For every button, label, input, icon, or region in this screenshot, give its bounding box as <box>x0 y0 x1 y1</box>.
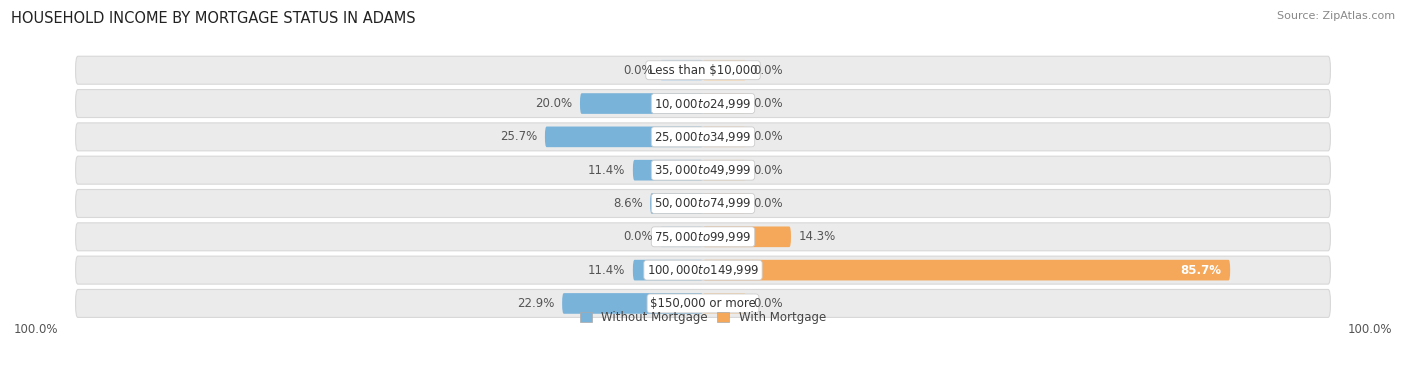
FancyBboxPatch shape <box>703 60 747 81</box>
Text: 22.9%: 22.9% <box>517 297 555 310</box>
Text: $25,000 to $34,999: $25,000 to $34,999 <box>654 130 752 144</box>
FancyBboxPatch shape <box>76 56 1330 84</box>
Text: Less than $10,000: Less than $10,000 <box>648 64 758 77</box>
Text: Source: ZipAtlas.com: Source: ZipAtlas.com <box>1277 11 1395 21</box>
FancyBboxPatch shape <box>562 293 703 314</box>
FancyBboxPatch shape <box>703 227 792 247</box>
Text: $50,000 to $74,999: $50,000 to $74,999 <box>654 196 752 210</box>
FancyBboxPatch shape <box>703 293 747 314</box>
Text: 0.0%: 0.0% <box>754 164 783 177</box>
FancyBboxPatch shape <box>659 60 703 81</box>
Text: 20.0%: 20.0% <box>536 97 572 110</box>
FancyBboxPatch shape <box>650 193 703 214</box>
FancyBboxPatch shape <box>703 193 747 214</box>
FancyBboxPatch shape <box>76 223 1330 251</box>
FancyBboxPatch shape <box>703 160 747 181</box>
FancyBboxPatch shape <box>659 227 703 247</box>
FancyBboxPatch shape <box>703 260 1230 280</box>
Text: 0.0%: 0.0% <box>623 230 652 243</box>
Text: $100,000 to $149,999: $100,000 to $149,999 <box>647 263 759 277</box>
Text: 85.7%: 85.7% <box>1180 264 1220 277</box>
Text: 100.0%: 100.0% <box>1347 323 1392 336</box>
FancyBboxPatch shape <box>633 260 703 280</box>
FancyBboxPatch shape <box>546 127 703 147</box>
Text: $150,000 or more: $150,000 or more <box>650 297 756 310</box>
FancyBboxPatch shape <box>76 90 1330 118</box>
Text: 11.4%: 11.4% <box>588 164 626 177</box>
FancyBboxPatch shape <box>76 256 1330 284</box>
Text: 0.0%: 0.0% <box>754 64 783 77</box>
Text: 0.0%: 0.0% <box>623 64 652 77</box>
FancyBboxPatch shape <box>76 190 1330 218</box>
Text: HOUSEHOLD INCOME BY MORTGAGE STATUS IN ADAMS: HOUSEHOLD INCOME BY MORTGAGE STATUS IN A… <box>11 11 416 26</box>
FancyBboxPatch shape <box>633 160 703 181</box>
Text: $35,000 to $49,999: $35,000 to $49,999 <box>654 163 752 177</box>
Text: 0.0%: 0.0% <box>754 97 783 110</box>
FancyBboxPatch shape <box>76 123 1330 151</box>
FancyBboxPatch shape <box>703 93 747 114</box>
Legend: Without Mortgage, With Mortgage: Without Mortgage, With Mortgage <box>575 306 831 329</box>
Text: $75,000 to $99,999: $75,000 to $99,999 <box>654 230 752 244</box>
Text: 11.4%: 11.4% <box>588 264 626 277</box>
Text: 0.0%: 0.0% <box>754 130 783 143</box>
Text: 0.0%: 0.0% <box>754 197 783 210</box>
Text: 0.0%: 0.0% <box>754 297 783 310</box>
FancyBboxPatch shape <box>581 93 703 114</box>
FancyBboxPatch shape <box>76 290 1330 317</box>
FancyBboxPatch shape <box>76 156 1330 184</box>
Text: 25.7%: 25.7% <box>501 130 537 143</box>
Text: 8.6%: 8.6% <box>613 197 643 210</box>
FancyBboxPatch shape <box>703 127 747 147</box>
Text: 100.0%: 100.0% <box>14 323 59 336</box>
Text: 14.3%: 14.3% <box>799 230 835 243</box>
Text: $10,000 to $24,999: $10,000 to $24,999 <box>654 97 752 110</box>
